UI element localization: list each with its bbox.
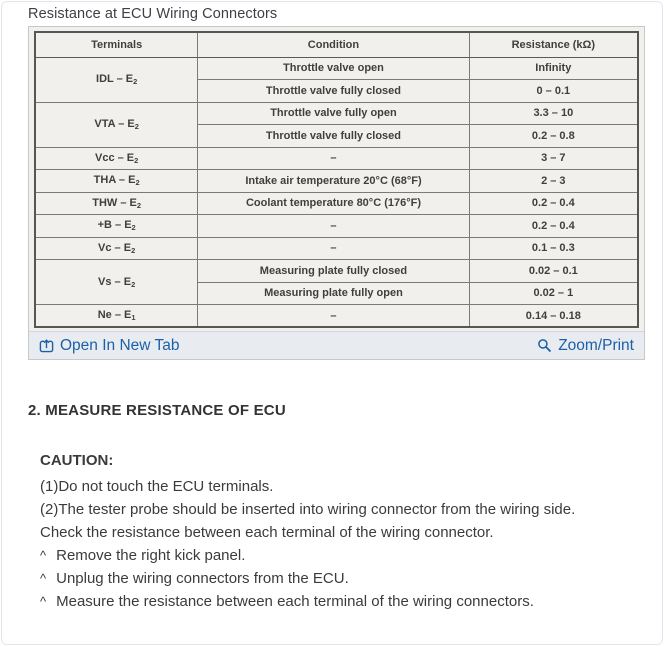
resistance-cell: 0.2 – 0.4 (468, 214, 639, 238)
header-row: Terminals Condition Resistance (kΩ) (34, 31, 639, 58)
terminal-cell: VTA – E2 (34, 101, 199, 148)
column-header: Terminals (34, 31, 199, 58)
condition-cell: – (197, 146, 470, 170)
step-text: Unplug the wiring connectors from the EC… (56, 570, 349, 587)
step-text: Remove the right kick panel. (56, 547, 246, 564)
table-row: THW – E2 Coolant temperature 80°C (176°F)… (34, 191, 639, 215)
table-row: Measuring plate fully open 0.02 – 1 (35, 281, 639, 305)
zoom-print-label: Zoom/Print (558, 336, 634, 354)
table-row: VTA – E2 Throttle valve fully open 3.3 – 1… (34, 101, 639, 148)
open-in-new-tab-link[interactable]: Open In New Tab (39, 337, 179, 355)
caution-line: (2)The tester probe should be inserted i… (40, 501, 576, 518)
condition-cell: Throttle valve fully open (197, 101, 470, 125)
resistance-cell: 0.02 – 1 (468, 281, 639, 305)
table-row: THA – E2 Intake air temperature 20°C (68°… (34, 169, 639, 193)
caution-block: CAUTION: (1)Do not touch the ECU termina… (40, 452, 643, 613)
condition-cell: Throttle valve fully closed (197, 79, 470, 103)
table-row: Vc – E2–0.1 – 0.3 (34, 236, 639, 260)
table-row: IDL – E2 Throttle valve open Infinity (34, 56, 639, 103)
table-row: +B – E2–0.2 – 0.4 (34, 214, 639, 238)
terminal-cell: Vc – E2 (34, 236, 199, 260)
resistance-cell: 0.02 – 0.1 (468, 259, 639, 283)
resistance-cell: 0.14 – 0.18 (468, 304, 639, 328)
terminal-cell: +B – E2 (34, 214, 199, 238)
step-item: ^ Measure the resistance between each ter… (40, 590, 643, 613)
terminal-cell: Vs – E2 (34, 259, 199, 305)
step-item: ^ Unplug the wiring connectors from the E… (40, 567, 643, 590)
caution-line: (1)Do not touch the ECU terminals. (40, 478, 274, 495)
table-row: Throttle valve fully closed 0 – 0.1 (35, 79, 639, 103)
step-item: ^ Remove the right kick panel. (40, 544, 643, 567)
viewer-toolbar: Open In New Tab Zoom/Print (29, 331, 644, 359)
open-in-new-tab-icon[interactable] (39, 338, 54, 353)
resistance-table-card: Terminals Condition Resistance (kΩ) IDL – … (28, 26, 645, 360)
page-title: Resistance at ECU Wiring Connectors (28, 6, 278, 22)
terminal-cell: THW – E2 (34, 191, 199, 215)
caution-label: CAUTION: (40, 452, 114, 469)
resistance-cell: 0 – 0.1 (468, 79, 639, 103)
column-header: Condition (197, 31, 470, 58)
resistance-cell: 2 – 3 (468, 169, 639, 193)
measure-resistance-section: 2. MEASURE RESISTANCE OF ECU CAUTION: (1… (28, 402, 643, 613)
caret-bullet: ^ (40, 571, 47, 586)
table-row: Ne – E1–0.14 – 0.18 (34, 304, 639, 328)
table-body: IDL – E2 Throttle valve open Infinity Throt… (34, 56, 639, 328)
condition-cell: Throttle valve fully closed (197, 124, 470, 148)
condition-cell: Throttle valve open (197, 56, 470, 80)
terminal-cell: Ne – E1 (34, 304, 199, 328)
resistance-cell: 0.2 – 0.4 (468, 191, 639, 215)
table-head: Terminals Condition Resistance (kΩ) (34, 31, 639, 58)
section-heading: 2. MEASURE RESISTANCE OF ECU (28, 402, 286, 419)
terminal-cell: IDL – E2 (34, 56, 199, 103)
condition-cell: Measuring plate fully open (197, 281, 470, 305)
resistance-table: Terminals Condition Resistance (kΩ) IDL – … (34, 31, 639, 328)
terminal-cell: Vcc – E2 (34, 146, 199, 170)
condition-cell: – (197, 304, 470, 328)
resistance-cell: 3.3 – 10 (468, 101, 639, 125)
condition-cell: – (197, 236, 470, 260)
resistance-cell: Infinity (468, 56, 639, 80)
condition-cell: Measuring plate fully closed (197, 259, 470, 283)
scanned-table-image: Terminals Condition Resistance (kΩ) IDL – … (29, 27, 644, 331)
caret-bullet: ^ (40, 548, 47, 563)
table-row: Vcc – E2–3 – 7 (34, 146, 639, 170)
resistance-cell: 3 – 7 (468, 146, 639, 170)
condition-cell: Coolant temperature 80°C (176°F) (197, 191, 470, 215)
caution-line: Check the resistance between each termin… (40, 524, 494, 541)
condition-cell: Intake air temperature 20°C (68°F) (197, 169, 470, 193)
step-text: Measure the resistance between each term… (56, 593, 534, 610)
terminal-cell: THA – E2 (34, 169, 199, 193)
table-row: Throttle valve fully closed 0.2 – 0.8 (35, 124, 639, 148)
table-row: Vs – E2 Measuring plate fully closed 0.02 … (34, 259, 639, 305)
resistance-cell: 0.2 – 0.8 (468, 124, 639, 148)
condition-cell: – (197, 214, 470, 238)
open-in-new-tab-label: Open In New Tab (60, 336, 180, 354)
zoom-print-link[interactable]: Zoom/Print (537, 337, 634, 355)
resistance-cell: 0.1 – 0.3 (468, 236, 639, 260)
magnifier-icon[interactable] (537, 338, 552, 353)
column-header: Resistance (kΩ) (468, 31, 639, 58)
caret-bullet: ^ (40, 594, 47, 609)
